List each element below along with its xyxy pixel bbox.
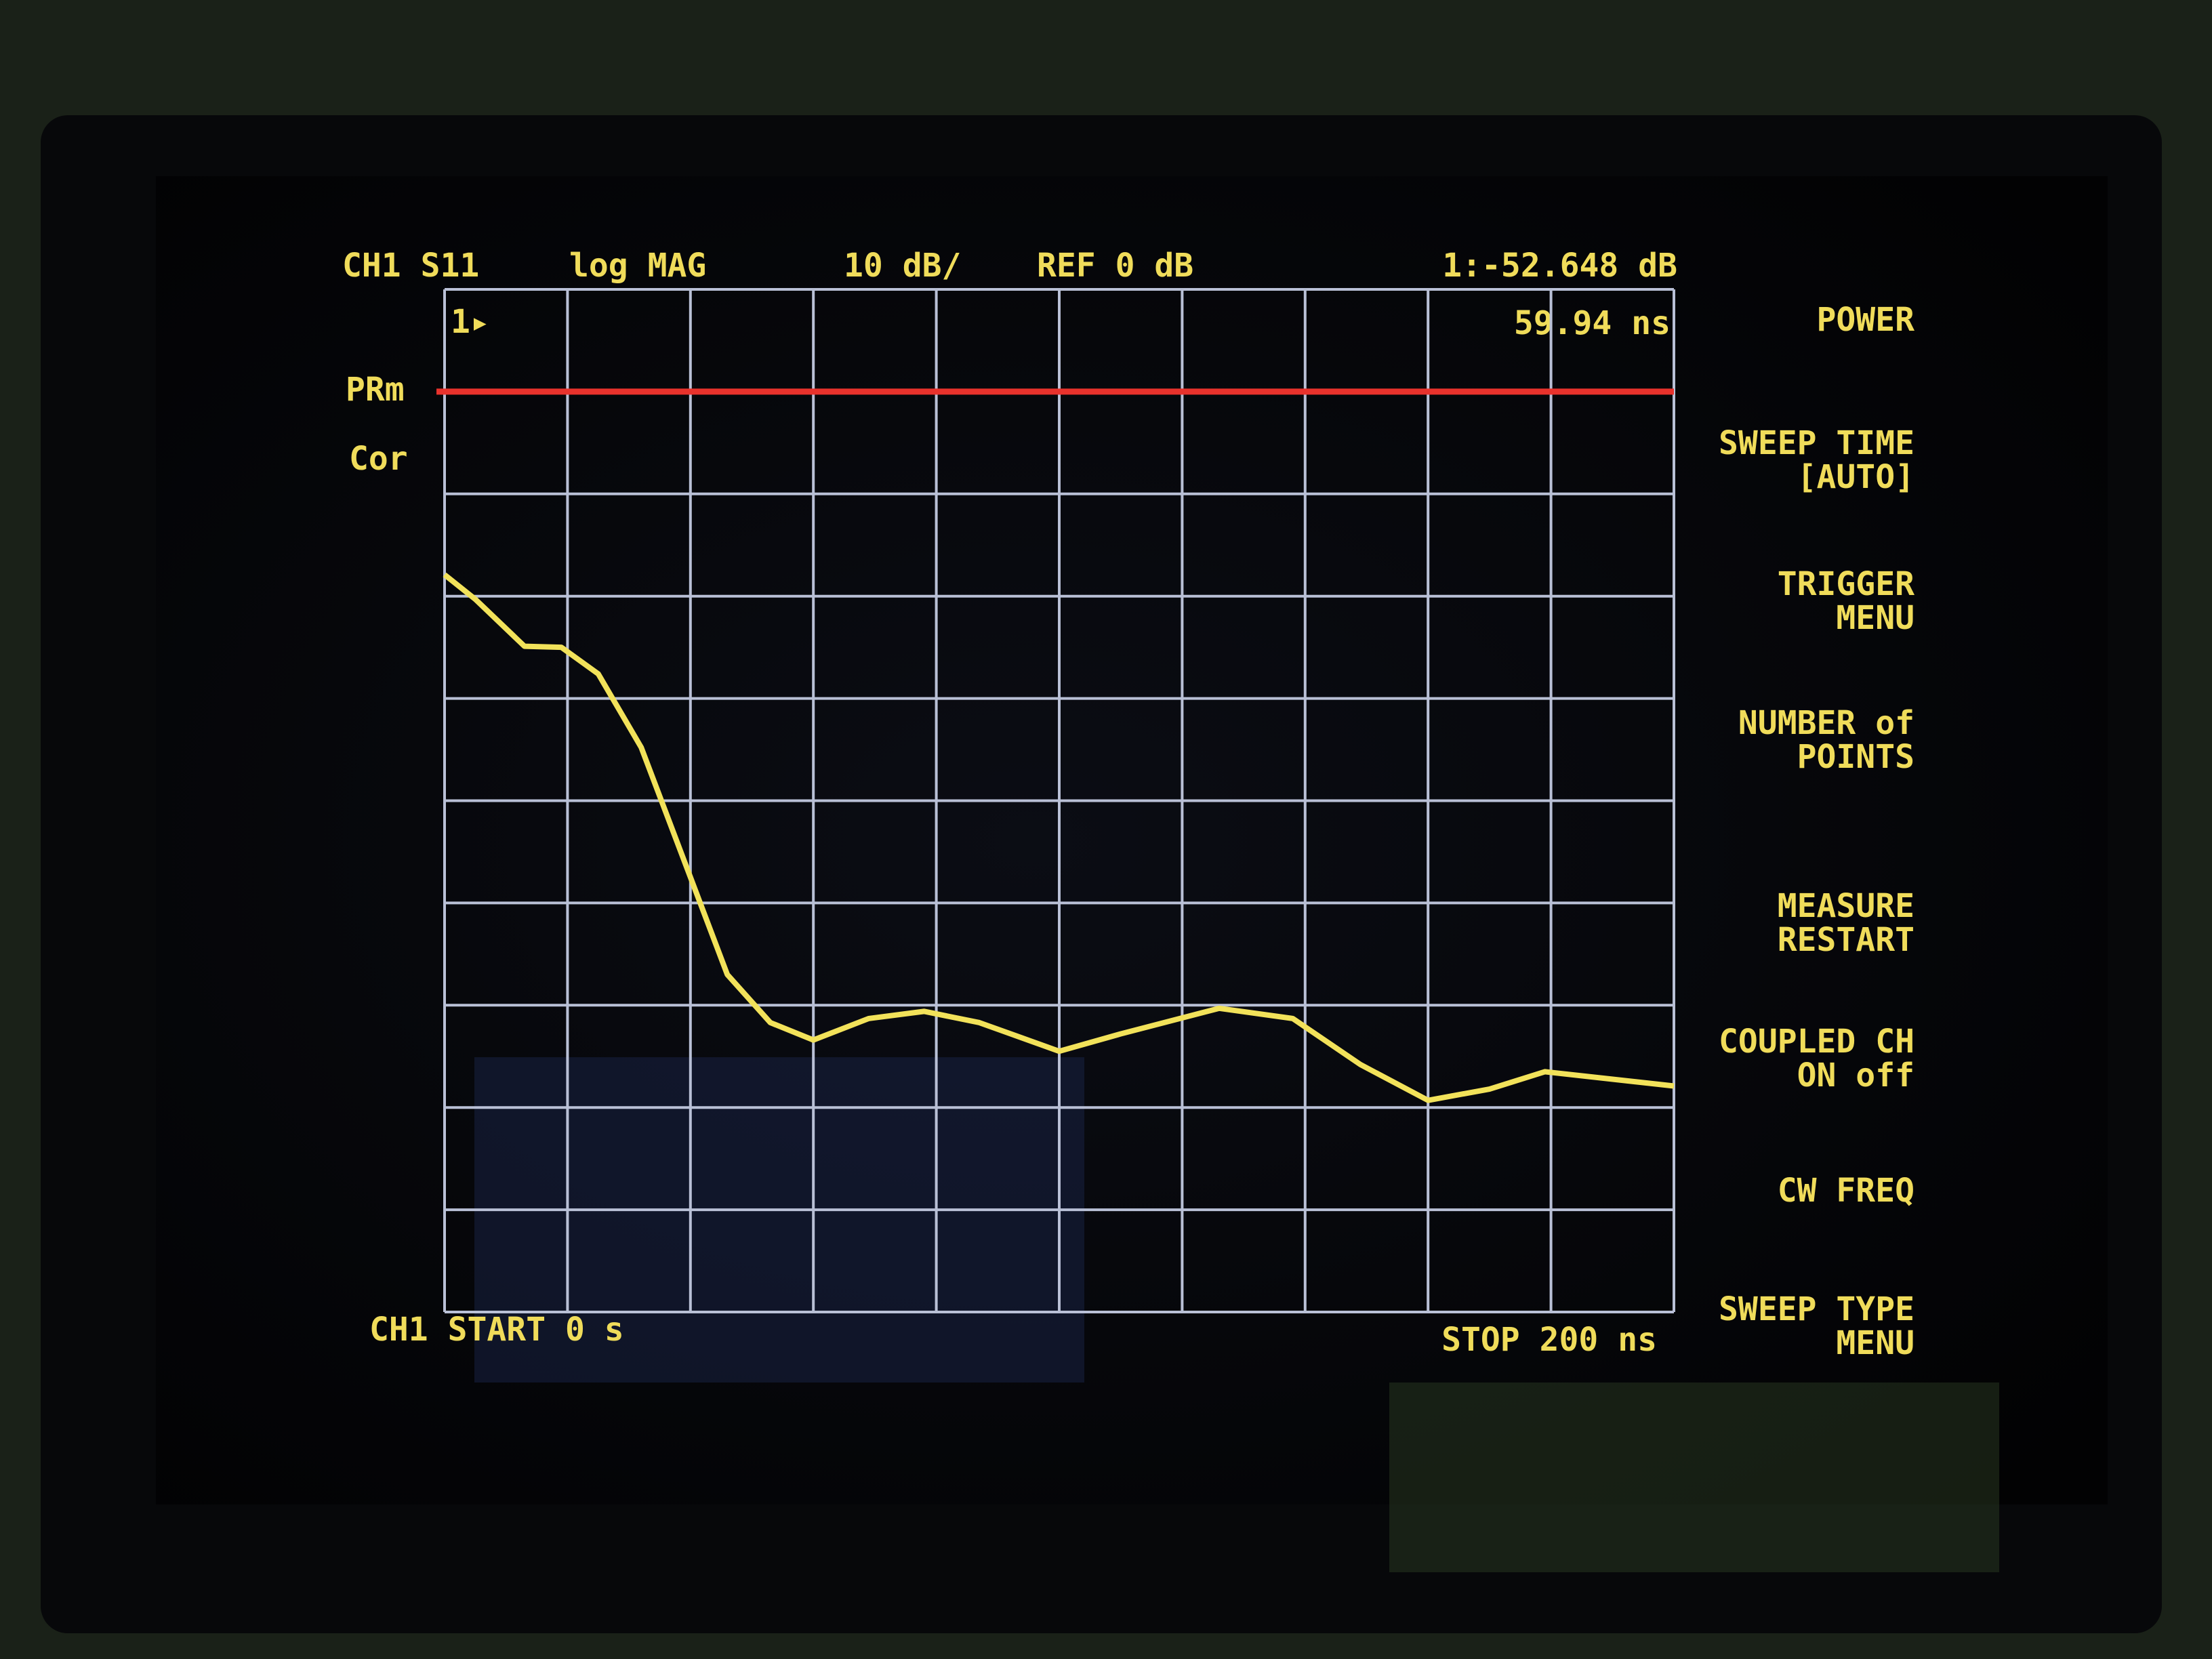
status-averaging: PRm <box>346 371 405 409</box>
softkey-label[interactable]: POWER <box>1817 301 1915 339</box>
softkey-label[interactable]: COUPLED CH <box>1719 1023 1914 1061</box>
softkey-label[interactable]: POINTS <box>1797 738 1914 776</box>
marker-value: 1:-52.648 dB <box>1442 247 1677 285</box>
marker-position: 59.94 ns <box>1514 304 1671 342</box>
softkey-label[interactable]: TRIGGER <box>1778 565 1914 603</box>
stop: STOP 200 ns <box>1441 1321 1657 1359</box>
softkey-label[interactable]: ON off <box>1797 1057 1914 1094</box>
scale: 10 dB/ <box>844 247 961 285</box>
softkey-label[interactable]: MENU <box>1836 599 1914 637</box>
reference: REF 0 dB <box>1037 247 1193 285</box>
start: CH1 START 0 s <box>369 1311 624 1349</box>
reflection <box>1389 1382 1999 1572</box>
softkey-label[interactable]: SWEEP TIME <box>1719 424 1914 462</box>
status-correction: Cor <box>349 440 408 478</box>
softkey-label[interactable]: [AUTO] <box>1797 458 1914 496</box>
softkey-label[interactable]: RESTART <box>1778 921 1914 959</box>
softkey-label[interactable]: CW FREQ <box>1778 1172 1914 1210</box>
reflection <box>474 1057 1084 1382</box>
softkey-label[interactable]: SWEEP TYPE <box>1719 1290 1914 1328</box>
trace <box>443 572 1675 1103</box>
format: log MAG <box>569 247 706 285</box>
softkey-label[interactable]: MEASURE <box>1778 887 1914 925</box>
plot <box>436 288 1675 1313</box>
channel: CH1 S11 <box>342 247 479 285</box>
softkey-label[interactable]: NUMBER of <box>1738 704 1914 742</box>
softkey-label[interactable]: MENU <box>1836 1324 1914 1362</box>
marker-tag: 1▸ <box>451 303 490 341</box>
